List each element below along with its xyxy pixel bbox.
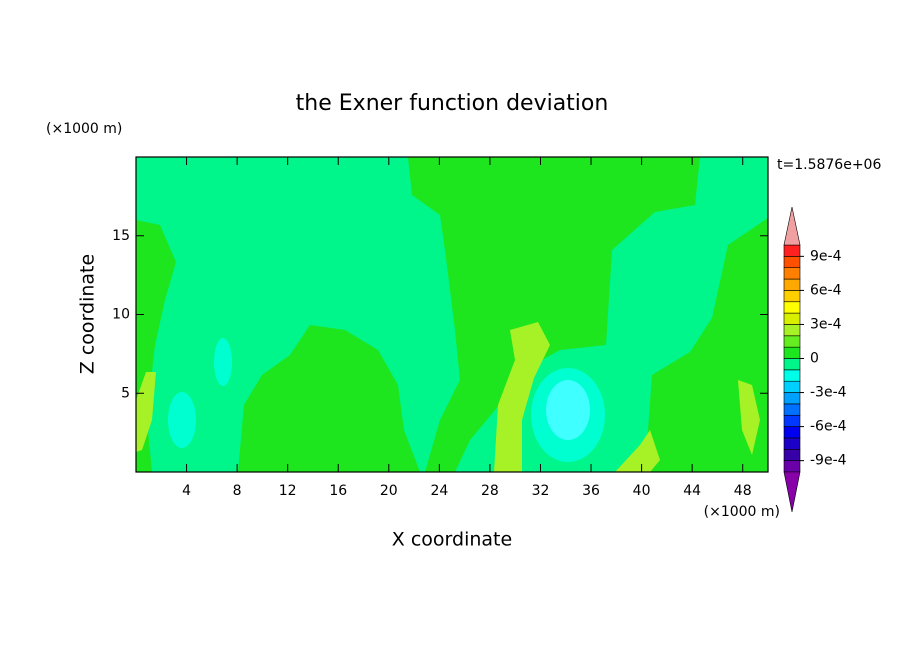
contour-region [238, 325, 420, 472]
colorbar-box [783, 403, 801, 416]
contour-region [645, 218, 768, 472]
colorbar-tick-label: 0 [810, 351, 819, 367]
colorbar-tick-label: 3e-4 [810, 316, 842, 332]
colorbar-box [783, 437, 801, 450]
colorbar-box [783, 244, 801, 257]
colorbar-box [783, 312, 801, 325]
x-unit: (×1000 m) [704, 504, 780, 520]
colorbar-under [783, 471, 801, 513]
contour-field [136, 157, 768, 472]
x-tick-label: 28 [481, 483, 499, 499]
colorbar-tick-label: -6e-4 [810, 419, 847, 435]
y-tick-label: 15 [112, 228, 130, 244]
colorbar-box [783, 301, 801, 314]
contour-region [214, 338, 232, 386]
x-tick-label: 12 [279, 483, 297, 499]
colorbar-box [783, 324, 801, 337]
colorbar-box [783, 414, 801, 427]
colorbar-box [783, 346, 801, 359]
colorbar-box [783, 448, 801, 461]
y-axis-label: Z coordinate [77, 254, 99, 374]
contour-region [408, 157, 700, 472]
time-label: t=1.5876e+06 [777, 157, 881, 173]
contour-region [615, 430, 660, 472]
x-tick-label: 20 [380, 483, 398, 499]
x-tick-label: 4 [182, 483, 191, 499]
y-tick-label: 10 [112, 307, 130, 323]
colorbar-box [783, 380, 801, 393]
colorbar-tick-label: 6e-4 [810, 282, 842, 298]
x-tick-label: 48 [734, 483, 752, 499]
colorbar-box [783, 267, 801, 280]
x-tick-label: 32 [532, 483, 550, 499]
colorbar-box [783, 426, 801, 439]
contour-region [546, 380, 590, 440]
x-tick-label: 44 [683, 483, 701, 499]
contour-region [168, 392, 196, 448]
contour-region [136, 372, 156, 452]
y-tick-label: 5 [121, 385, 130, 401]
colorbar-box [783, 460, 801, 473]
colorbar-box [783, 278, 801, 291]
colorbar-box [783, 256, 801, 269]
colorbar-tick-label: -3e-4 [810, 385, 847, 401]
x-tick-label: 40 [633, 483, 651, 499]
contour-region [738, 380, 760, 455]
x-tick-label: 8 [233, 483, 242, 499]
chart-title: the Exner function deviation [296, 91, 609, 116]
colorbar-box [783, 369, 801, 382]
colorbar-box [783, 335, 801, 348]
y-unit: (×1000 m) [46, 121, 122, 137]
colorbar-over [783, 206, 801, 246]
colorbar-box [783, 392, 801, 405]
x-tick-label: 36 [582, 483, 600, 499]
colorbar-box [783, 358, 801, 371]
x-tick-label: 16 [329, 483, 347, 499]
x-axis-label: X coordinate [392, 529, 512, 551]
contour-region [494, 322, 550, 472]
colorbar-tick-label: -9e-4 [810, 453, 847, 469]
x-tick-label: 24 [430, 483, 448, 499]
colorbar-tick-label: 9e-4 [810, 248, 842, 264]
colorbar-box [783, 290, 801, 303]
